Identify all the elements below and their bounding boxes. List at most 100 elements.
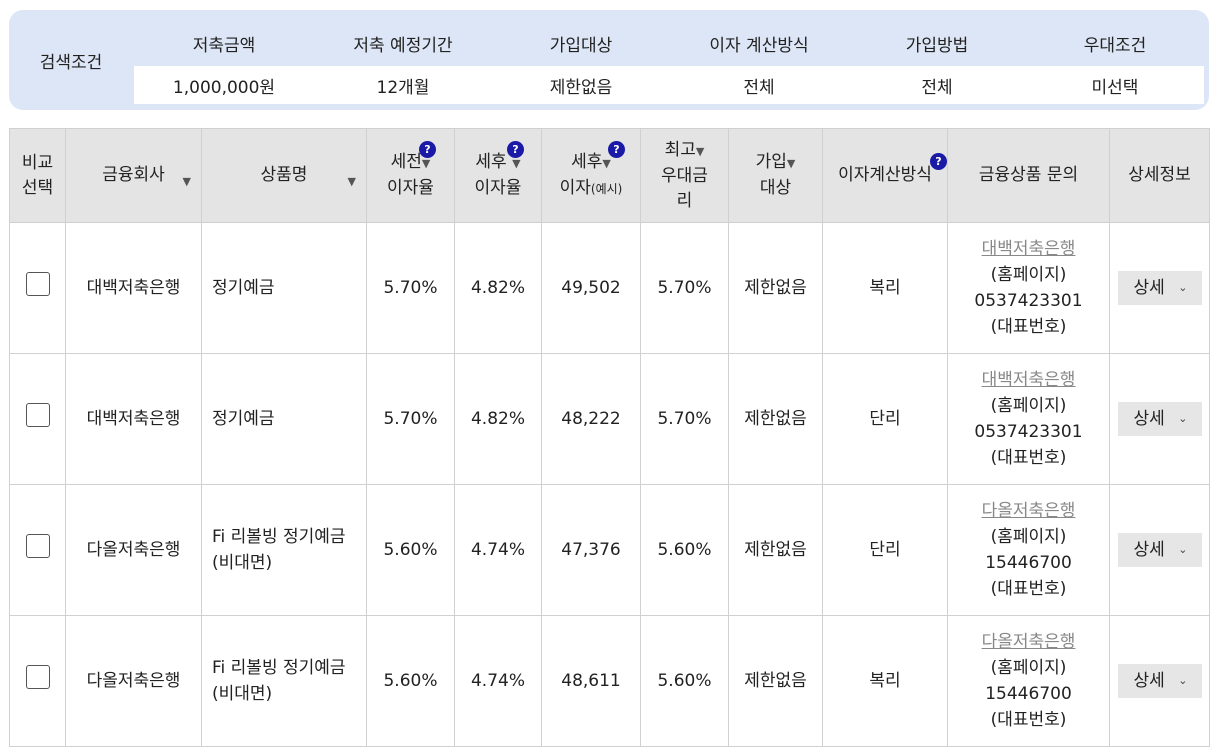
sort-down-icon[interactable]: ▼ <box>786 157 796 170</box>
homepage-note: (홈페이지) <box>990 396 1067 416</box>
table-row: 다올저축은행 Fi 리볼빙 정기예금 (비대면) 5.60% 4.74% 47,… <box>9 484 1210 616</box>
preferential-condition-header: 우대조건 <box>1083 35 1147 56</box>
detail-dropdown-button[interactable]: 상세 ⌄ <box>1117 533 1202 567</box>
interest-calc-header: 이자 계산방식 <box>709 35 809 56</box>
preferential-condition-value: 미선택 <box>1026 66 1204 104</box>
compare-cell <box>9 615 66 747</box>
product-cell: 정기예금 <box>201 222 367 354</box>
interest-calc-cell: 단리 <box>822 353 948 485</box>
col-pre-tax-line1: 세전 <box>390 152 422 172</box>
col-post-tax-line1: 세후 <box>475 152 507 172</box>
max-rate-cell: 5.60% <box>640 484 729 616</box>
col-company-label: 금융회사 <box>102 165 165 185</box>
bank-homepage-link[interactable]: 대백저축은행 <box>981 239 1076 259</box>
savings-period-value: 12개월 <box>314 66 492 104</box>
col-compare-line2: 선택 <box>21 177 54 198</box>
compare-checkbox[interactable] <box>25 665 50 689</box>
bank-homepage-link[interactable]: 다올저축은행 <box>981 632 1076 652</box>
col-detail-label: 상세정보 <box>1128 165 1191 185</box>
detail-dropdown-button[interactable]: 상세 ⌄ <box>1117 271 1202 305</box>
sort-down-icon[interactable]: ▼ <box>602 156 611 170</box>
max-rate-cell: 5.70% <box>640 353 729 485</box>
product-table: 비교 선택 금융회사 ▼ 상품명 ▼ 세전▼ 이자율 ? 세후 ▼ 이자율 ? <box>9 128 1210 747</box>
col-detail: 상세정보 <box>1109 128 1210 223</box>
company-cell: 다올저축은행 <box>65 615 202 747</box>
col-calc-label: 이자계산방식 <box>838 165 932 185</box>
compare-checkbox[interactable] <box>25 534 50 558</box>
phone-number: 15446700 <box>985 553 1072 573</box>
join-target-cell: 제한없음 <box>728 222 823 354</box>
phone-note: (대표번호) <box>990 710 1067 730</box>
detail-button-label: 상세 <box>1133 278 1165 298</box>
inquiry-cell: 대백저축은행 (홈페이지) 0537423301 (대표번호) <box>947 222 1110 354</box>
post-tax-interest-cell: 48,222 <box>541 353 641 485</box>
pre-tax-rate-cell: 5.60% <box>366 484 455 616</box>
company-cell: 대백저축은행 <box>65 353 202 485</box>
col-max-rate[interactable]: 최고▼ 우대금 리 <box>640 128 729 223</box>
compare-cell <box>9 484 66 616</box>
compare-checkbox[interactable] <box>25 403 50 427</box>
help-icon[interactable]: ? <box>608 141 625 158</box>
sort-down-icon[interactable]: ▼ <box>347 175 356 188</box>
join-target-header: 가입대상 <box>549 35 613 56</box>
col-product[interactable]: 상품명 ▼ <box>201 128 367 223</box>
col-company[interactable]: 금융회사 ▼ <box>65 128 202 223</box>
phone-number: 0537423301 <box>974 422 1083 442</box>
help-icon[interactable]: ? <box>507 141 524 158</box>
sort-down-icon[interactable]: ▼ <box>182 175 191 188</box>
col-post-int-line2: 이자 <box>559 177 591 198</box>
sort-down-icon[interactable]: ▼ <box>695 144 705 158</box>
detail-cell: 상세 ⌄ <box>1109 222 1210 354</box>
col-post-tax-interest[interactable]: 세후▼ 이자(예시) ? <box>541 128 641 223</box>
col-post-tax-rate[interactable]: 세후 ▼ 이자율 ? <box>454 128 542 223</box>
max-rate-cell: 5.60% <box>640 615 729 747</box>
table-row: 대백저축은행 정기예금 5.70% 4.82% 48,222 5.70% 제한없… <box>9 353 1210 485</box>
inquiry-cell: 다올저축은행 (홈페이지) 15446700 (대표번호) <box>947 615 1110 747</box>
col-compare-line1: 비교 <box>21 152 54 173</box>
interest-calc-cell: 단리 <box>822 484 948 616</box>
savings-amount-value: 1,000,000원 <box>134 66 314 104</box>
chevron-down-icon: ⌄ <box>1178 674 1188 687</box>
chevron-down-icon: ⌄ <box>1178 412 1188 425</box>
table-row: 대백저축은행 정기예금 5.70% 4.82% 49,502 5.70% 제한없… <box>9 222 1210 354</box>
inquiry-cell: 대백저축은행 (홈페이지) 0537423301 (대표번호) <box>947 353 1110 485</box>
chevron-down-icon: ⌄ <box>1178 543 1188 556</box>
col-target-line1: 가입 <box>755 152 787 172</box>
phone-number: 15446700 <box>985 684 1072 704</box>
post-tax-rate-cell: 4.74% <box>454 615 542 747</box>
savings-amount-header: 저축금액 <box>192 35 256 56</box>
table-header-row: 비교 선택 금융회사 ▼ 상품명 ▼ 세전▼ 이자율 ? 세후 ▼ 이자율 ? <box>9 128 1210 223</box>
sort-down-icon[interactable]: ▼ <box>421 157 431 170</box>
col-max-rate-line2: 우대금 <box>661 165 708 186</box>
company-cell: 다올저축은행 <box>65 484 202 616</box>
product-cell: Fi 리볼빙 정기예금 (비대면) <box>201 484 367 616</box>
help-icon[interactable]: ? <box>419 141 436 158</box>
bank-homepage-link[interactable]: 대백저축은행 <box>981 370 1076 390</box>
compare-cell <box>9 353 66 485</box>
post-tax-interest-cell: 47,376 <box>541 484 641 616</box>
col-interest-calc[interactable]: 이자계산방식 ? <box>822 128 948 223</box>
col-target-line2: 대상 <box>759 178 792 198</box>
col-pre-tax-line2: 이자율 <box>387 178 434 198</box>
detail-button-label: 상세 <box>1133 671 1165 691</box>
bank-homepage-link[interactable]: 다올저축은행 <box>981 501 1076 521</box>
search-conditions-panel: 검색조건 저축금액 저축 예정기간 가입대상 이자 계산방식 가입방법 우대조건… <box>9 10 1209 110</box>
pre-tax-rate-cell: 5.70% <box>366 222 455 354</box>
detail-dropdown-button[interactable]: 상세 ⌄ <box>1117 664 1202 698</box>
detail-button-label: 상세 <box>1133 409 1165 429</box>
interest-calc-cell: 복리 <box>822 615 948 747</box>
sort-down-icon[interactable]: ▼ <box>512 157 521 170</box>
col-pre-tax-rate[interactable]: 세전▼ 이자율 ? <box>366 128 455 223</box>
detail-cell: 상세 ⌄ <box>1109 484 1210 616</box>
pre-tax-rate-cell: 5.60% <box>366 615 455 747</box>
join-target-cell: 제한없음 <box>728 484 823 616</box>
compare-checkbox[interactable] <box>25 272 50 296</box>
help-icon[interactable]: ? <box>930 153 947 170</box>
detail-dropdown-button[interactable]: 상세 ⌄ <box>1117 402 1202 436</box>
post-tax-rate-cell: 4.74% <box>454 484 542 616</box>
col-join-target[interactable]: 가입▼ 대상 <box>728 128 823 223</box>
homepage-note: (홈페이지) <box>990 658 1067 678</box>
col-inquiry: 금융상품 문의 <box>947 128 1110 223</box>
homepage-note: (홈페이지) <box>990 265 1067 285</box>
post-tax-interest-cell: 49,502 <box>541 222 641 354</box>
